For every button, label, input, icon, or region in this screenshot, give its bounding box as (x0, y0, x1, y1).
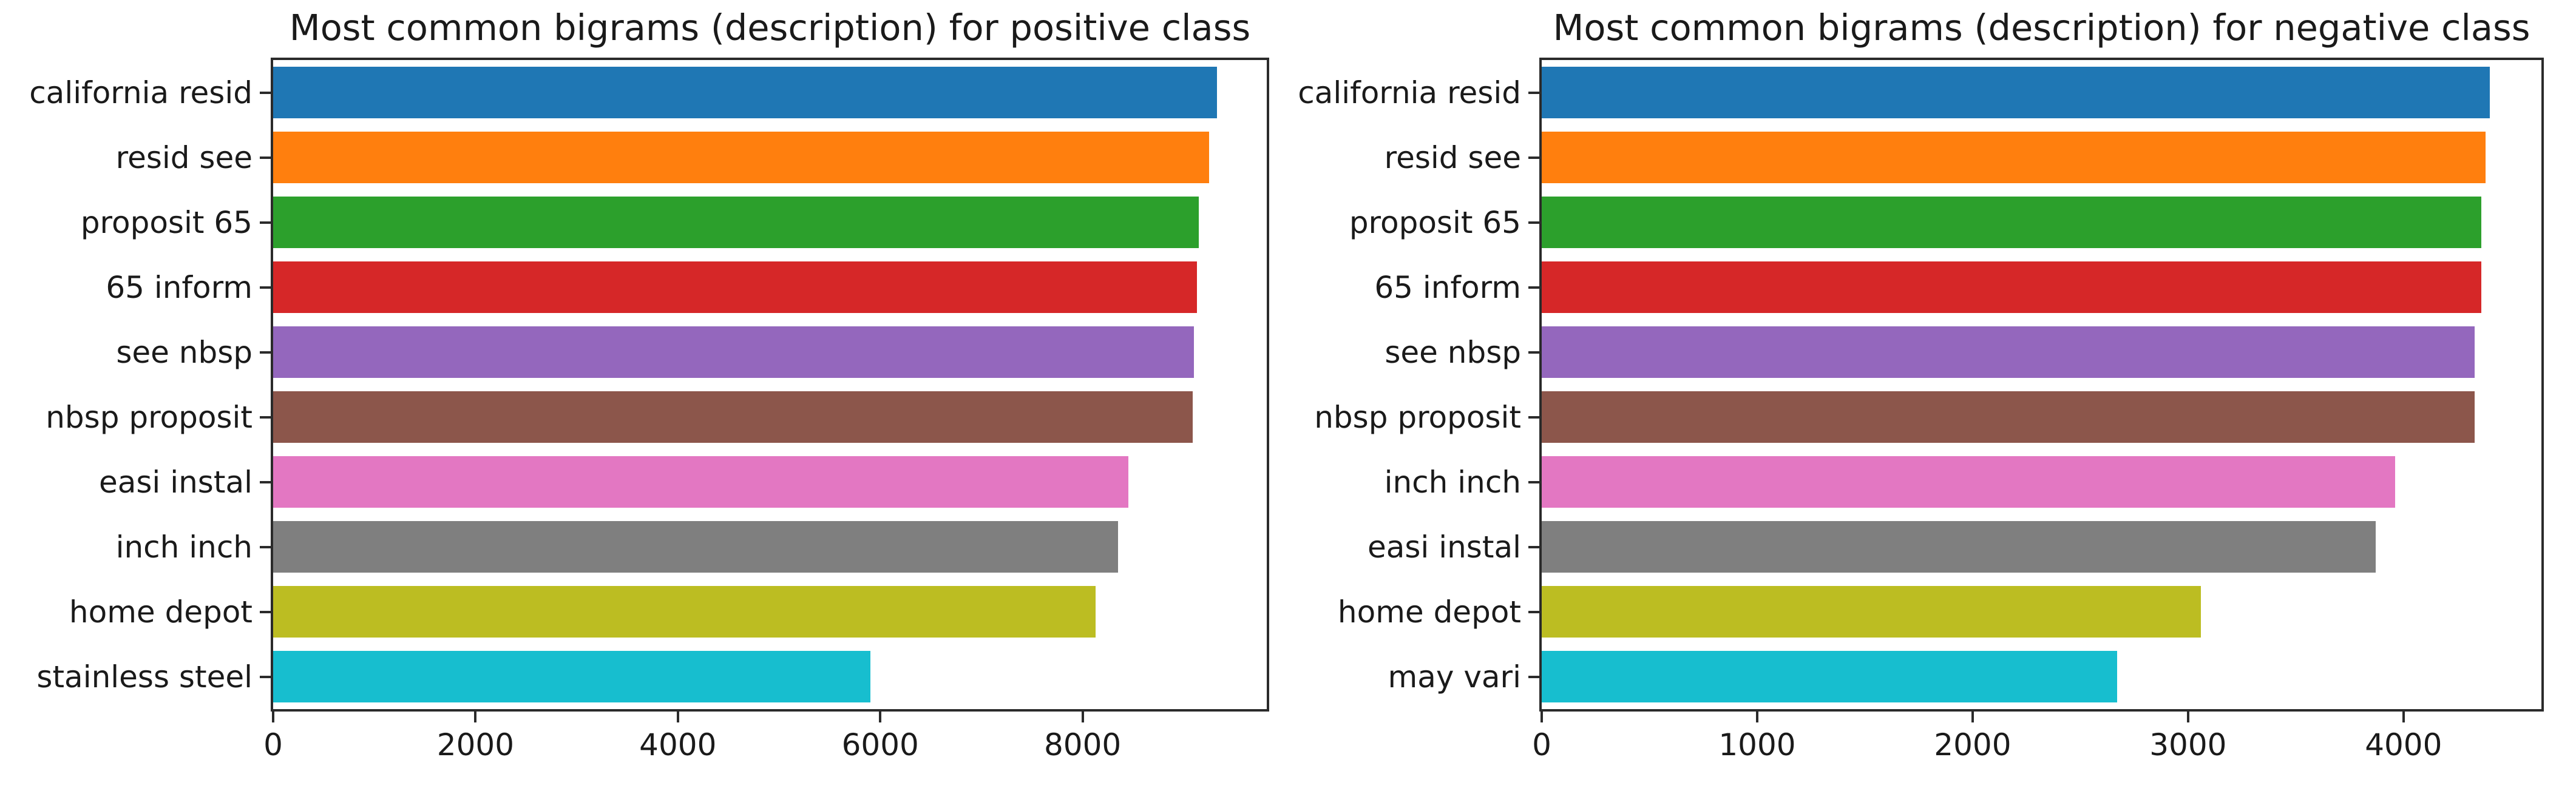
y-tick-mark (1528, 480, 1539, 483)
bar-negative-class-resid-see (1542, 132, 2486, 183)
y-tick-mark (1528, 221, 1539, 224)
y-tick-mark (1528, 91, 1539, 94)
y-tick-mark (1528, 545, 1539, 548)
y-tick-label-negative-class: resid see (1384, 140, 1521, 175)
bar-negative-class-home-depot (1542, 586, 2201, 638)
y-tick-label-positive-class: nbsp proposit (46, 399, 253, 435)
bar-negative-class-easi-instal (1542, 521, 2376, 573)
x-tick-label-positive-class: 4000 (639, 727, 717, 762)
y-tick-label-positive-class: proposit 65 (80, 204, 253, 240)
x-tick-mark (1541, 712, 1543, 722)
x-tick-label-positive-class: 8000 (1043, 727, 1122, 762)
bar-negative-class-nbsp-proposit (1542, 391, 2475, 443)
y-tick-mark (1528, 416, 1539, 419)
x-tick-mark (1081, 712, 1084, 722)
y-tick-label-positive-class: easi instal (98, 464, 253, 500)
y-tick-label-negative-class: nbsp proposit (1314, 399, 1521, 435)
x-tick-mark (676, 712, 679, 722)
y-tick-mark (260, 480, 271, 483)
y-tick-label-negative-class: see nbsp (1385, 334, 1521, 370)
y-tick-mark (260, 156, 271, 159)
y-tick-mark (260, 675, 271, 678)
bar-positive-class-65-inform (273, 261, 1197, 313)
bar-positive-class-proposit-65 (273, 197, 1199, 248)
x-tick-label-positive-class: 0 (263, 727, 283, 762)
y-tick-mark (1528, 351, 1539, 354)
bar-positive-class-inch-inch (273, 521, 1118, 573)
y-tick-label-positive-class: california resid (29, 75, 253, 110)
bar-positive-class-resid-see (273, 132, 1209, 183)
y-tick-mark (260, 610, 271, 613)
y-tick-label-negative-class: may vari (1388, 659, 1521, 695)
bar-negative-class-proposit-65 (1542, 197, 2481, 248)
x-tick-label-negative-class: 0 (1532, 727, 1551, 762)
y-tick-label-positive-class: resid see (115, 140, 253, 175)
bar-negative-class-65-inform (1542, 261, 2481, 313)
y-tick-label-positive-class: see nbsp (116, 334, 253, 370)
x-tick-label-positive-class: 6000 (841, 727, 919, 762)
y-tick-label-positive-class: home depot (69, 594, 253, 630)
bar-negative-class-may-vari (1542, 651, 2117, 702)
bar-positive-class-see-nbsp (273, 326, 1194, 378)
x-tick-mark (2186, 712, 2189, 722)
y-tick-label-negative-class: home depot (1337, 594, 1521, 630)
x-tick-label-negative-class: 2000 (1934, 727, 2012, 762)
bar-negative-class-california-resid (1542, 67, 2490, 118)
x-tick-label-negative-class: 1000 (1718, 727, 1796, 762)
bar-positive-class-stainless-steel (273, 651, 870, 702)
y-tick-mark (1528, 610, 1539, 613)
y-tick-mark (260, 91, 271, 94)
plot-area-negative-class (1539, 58, 2544, 712)
y-tick-mark (1528, 156, 1539, 159)
bar-positive-class-nbsp-proposit (273, 391, 1193, 443)
x-tick-mark (272, 712, 274, 722)
x-tick-mark (474, 712, 477, 722)
bar-negative-class-inch-inch (1542, 456, 2395, 508)
plot-area-positive-class (271, 58, 1269, 712)
chart-title-positive-class: Most common bigrams (description) for po… (289, 7, 1251, 49)
y-tick-label-positive-class: 65 inform (106, 269, 253, 305)
x-tick-mark (879, 712, 882, 722)
bar-positive-class-california-resid (273, 67, 1218, 118)
y-tick-mark (260, 416, 271, 419)
y-tick-label-negative-class: easi instal (1367, 529, 1521, 565)
x-tick-label-negative-class: 4000 (2365, 727, 2442, 762)
x-tick-mark (1755, 712, 1758, 722)
y-tick-mark (260, 351, 271, 354)
y-tick-mark (260, 221, 271, 224)
x-tick-label-negative-class: 3000 (2149, 727, 2227, 762)
x-tick-mark (2402, 712, 2405, 722)
y-tick-label-negative-class: inch inch (1384, 464, 1521, 500)
y-tick-mark (1528, 675, 1539, 678)
bar-negative-class-see-nbsp (1542, 326, 2475, 378)
y-tick-label-positive-class: stainless steel (36, 659, 253, 695)
y-tick-label-negative-class: proposit 65 (1349, 204, 1521, 240)
y-tick-mark (1528, 286, 1539, 289)
x-tick-label-positive-class: 2000 (436, 727, 515, 762)
y-tick-mark (260, 545, 271, 548)
bar-positive-class-home-depot (273, 586, 1096, 638)
x-tick-mark (1971, 712, 1974, 722)
y-tick-mark (260, 286, 271, 289)
chart-title-negative-class: Most common bigrams (description) for ne… (1553, 7, 2530, 49)
y-tick-label-negative-class: california resid (1298, 75, 1521, 110)
y-tick-label-positive-class: inch inch (115, 529, 253, 565)
bar-positive-class-easi-instal (273, 456, 1128, 508)
y-tick-label-negative-class: 65 inform (1374, 269, 1521, 305)
